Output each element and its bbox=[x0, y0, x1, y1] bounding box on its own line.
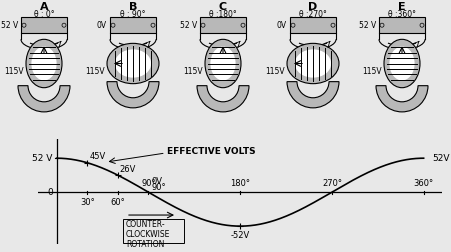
Text: 90°: 90° bbox=[152, 182, 166, 192]
Ellipse shape bbox=[107, 43, 159, 84]
Ellipse shape bbox=[115, 49, 151, 78]
Text: 115V: 115V bbox=[184, 67, 203, 76]
Ellipse shape bbox=[211, 47, 235, 80]
Text: 0V: 0V bbox=[277, 21, 287, 30]
Text: 0: 0 bbox=[48, 188, 54, 197]
Text: 0V: 0V bbox=[152, 177, 162, 186]
Ellipse shape bbox=[32, 47, 56, 80]
Text: 52 V: 52 V bbox=[32, 154, 53, 163]
Bar bbox=[379, 17, 425, 33]
Text: A: A bbox=[40, 2, 48, 12]
Text: B: B bbox=[129, 2, 137, 12]
Bar bbox=[21, 17, 67, 33]
Text: D: D bbox=[308, 2, 318, 12]
Text: 360°: 360° bbox=[414, 179, 434, 188]
Text: 30°: 30° bbox=[80, 198, 95, 207]
Text: θ :360°: θ :360° bbox=[388, 10, 416, 19]
Wedge shape bbox=[18, 86, 70, 112]
Wedge shape bbox=[287, 82, 339, 108]
Text: 180°: 180° bbox=[230, 179, 250, 188]
Text: 115V: 115V bbox=[85, 67, 105, 76]
Text: E: E bbox=[398, 2, 406, 12]
Text: θ :180°: θ :180° bbox=[209, 10, 237, 19]
Ellipse shape bbox=[384, 39, 420, 88]
Text: 52 V: 52 V bbox=[359, 21, 376, 30]
Wedge shape bbox=[197, 86, 249, 112]
Ellipse shape bbox=[205, 39, 241, 88]
Text: 52V: 52V bbox=[432, 154, 449, 163]
Text: 0V: 0V bbox=[97, 21, 107, 30]
Text: 45V: 45V bbox=[89, 152, 106, 161]
Text: 52 V: 52 V bbox=[180, 21, 197, 30]
Text: EFFECTIVE VOLTS: EFFECTIVE VOLTS bbox=[167, 146, 255, 155]
Ellipse shape bbox=[295, 49, 331, 78]
Text: 115V: 115V bbox=[265, 67, 285, 76]
Bar bbox=[290, 17, 336, 33]
Text: 90°: 90° bbox=[141, 179, 156, 188]
Ellipse shape bbox=[26, 39, 62, 88]
Text: C: C bbox=[219, 2, 227, 12]
Bar bbox=[200, 17, 246, 33]
Bar bbox=[110, 17, 156, 33]
Text: 26V: 26V bbox=[120, 165, 136, 174]
Text: 115V: 115V bbox=[5, 67, 24, 76]
Text: COUNTER-
CLOCKWISE
ROTATION: COUNTER- CLOCKWISE ROTATION bbox=[126, 219, 170, 249]
Ellipse shape bbox=[287, 43, 339, 84]
Text: 52 V: 52 V bbox=[1, 21, 18, 30]
Text: 115V: 115V bbox=[362, 67, 382, 76]
Text: θ : 0°: θ : 0° bbox=[34, 10, 54, 19]
Wedge shape bbox=[376, 86, 428, 112]
Ellipse shape bbox=[389, 47, 414, 80]
Wedge shape bbox=[107, 82, 159, 108]
Text: θ : 90°: θ : 90° bbox=[120, 10, 146, 19]
Text: 270°: 270° bbox=[322, 179, 342, 188]
Text: 60°: 60° bbox=[110, 198, 125, 207]
Text: -52V: -52V bbox=[230, 231, 250, 240]
Text: θ :270°: θ :270° bbox=[299, 10, 327, 19]
Bar bbox=[123, 219, 184, 243]
